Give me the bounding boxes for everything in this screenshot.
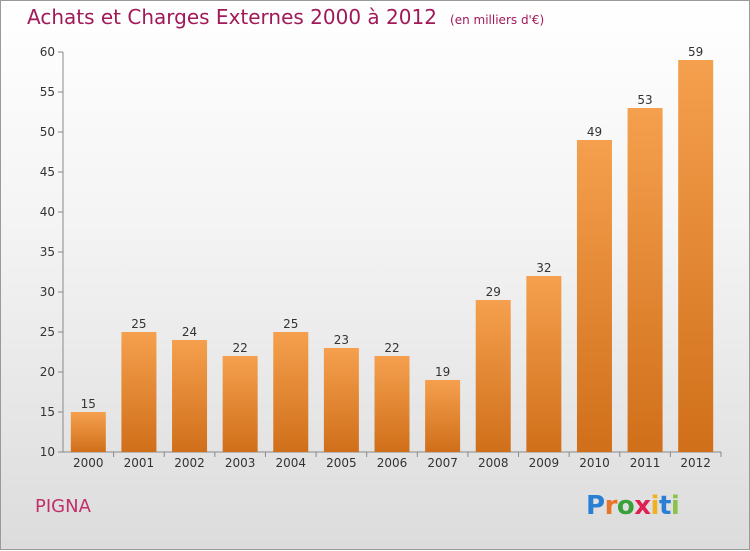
y-tick-label: 10 — [40, 445, 55, 459]
bar — [576, 140, 612, 452]
logo-letter: P — [586, 491, 605, 521]
chart-title-main: Achats et Charges Externes 2000 à 2012 — [27, 5, 437, 29]
logo-letter: i — [670, 491, 680, 521]
y-tick-label: 25 — [40, 325, 55, 339]
bar-value-label: 23 — [334, 333, 349, 347]
chart-title-unit: (en milliers d'€) — [450, 13, 545, 27]
bar-value-label: 24 — [182, 325, 197, 339]
y-tick-label: 50 — [40, 125, 55, 139]
y-tick-label: 45 — [40, 165, 55, 179]
x-tick-label: 2005 — [326, 456, 357, 470]
proxiti-logo: Proxiti — [586, 491, 680, 521]
x-tick-label: 2010 — [579, 456, 610, 470]
bar-value-label: 22 — [384, 341, 399, 355]
bar — [627, 108, 663, 452]
x-tick-label: 2001 — [124, 456, 155, 470]
x-tick-label: 2003 — [225, 456, 256, 470]
x-tick-label: 2006 — [377, 456, 408, 470]
logo-letter: i — [650, 491, 660, 521]
y-tick-label: 20 — [40, 365, 55, 379]
bar-value-label: 19 — [435, 365, 450, 379]
y-tick-label: 35 — [40, 245, 55, 259]
bar-value-label: 53 — [637, 93, 652, 107]
bar — [172, 340, 208, 452]
bar-value-label: 49 — [587, 125, 602, 139]
bar — [222, 356, 258, 452]
bar — [323, 348, 359, 452]
logo-letter: x — [634, 491, 651, 521]
bar-value-label: 15 — [81, 397, 96, 411]
x-tick-label: 2000 — [73, 456, 104, 470]
x-tick-label: 2004 — [275, 456, 306, 470]
bar — [475, 300, 511, 452]
bar — [273, 332, 309, 452]
logo-letter: o — [616, 491, 635, 521]
bar — [425, 380, 461, 452]
bar — [121, 332, 157, 452]
x-tick-label: 2012 — [680, 456, 711, 470]
bar-value-label: 32 — [536, 261, 551, 275]
bar-value-label: 22 — [233, 341, 248, 355]
bar — [678, 60, 714, 452]
y-tick-label: 15 — [40, 405, 55, 419]
bar — [374, 356, 410, 452]
commune-name: PIGNA — [35, 496, 91, 517]
chart-title: Achats et Charges Externes 2000 à 2012 (… — [27, 5, 544, 29]
x-tick-label: 2011 — [630, 456, 661, 470]
bar-value-label: 29 — [486, 285, 501, 299]
logo-letter: t — [658, 491, 671, 521]
x-tick-label: 2007 — [427, 456, 458, 470]
bar-value-label: 25 — [283, 317, 298, 331]
y-tick-label: 30 — [40, 285, 55, 299]
bar-value-label: 59 — [688, 45, 703, 59]
y-tick-label: 40 — [40, 205, 55, 219]
logo-letter: r — [604, 491, 618, 521]
x-tick-label: 2002 — [174, 456, 205, 470]
y-tick-label: 60 — [40, 45, 55, 59]
bar-value-label: 25 — [131, 317, 146, 331]
bar — [526, 276, 562, 452]
x-tick-label: 2008 — [478, 456, 509, 470]
bar — [70, 412, 106, 452]
y-tick-label: 55 — [40, 85, 55, 99]
x-tick-label: 2009 — [529, 456, 560, 470]
